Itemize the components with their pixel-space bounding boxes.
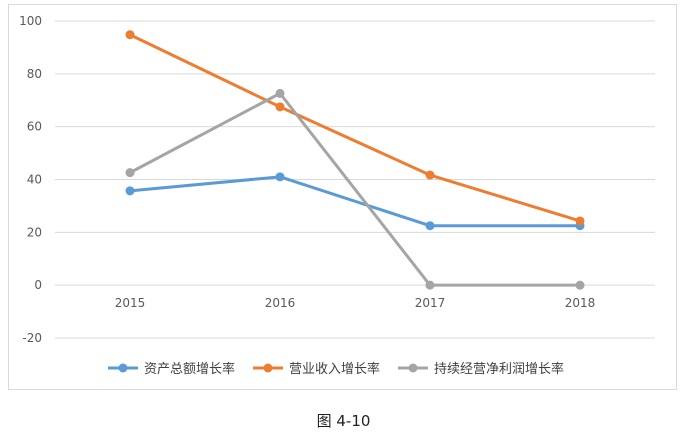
- y-tick-label: 0: [34, 278, 42, 292]
- data-point: [425, 221, 435, 231]
- legend-item-1: 营业收入增长率: [253, 361, 380, 377]
- series-line: [128, 175, 582, 228]
- data-point: [425, 280, 435, 290]
- series-line: [128, 33, 582, 223]
- series-1: [125, 30, 585, 226]
- y-tick-label: -20: [22, 331, 42, 345]
- legend: 资产总额增长率 营业收入增长率 持续经营净利润增长率: [108, 361, 564, 377]
- y-tick-label: 80: [27, 67, 42, 81]
- figure-caption: 图 4-10: [316, 412, 371, 430]
- x-tick-label: 2017: [415, 296, 446, 310]
- series-line: [128, 91, 582, 287]
- data-point: [275, 88, 285, 98]
- data-point: [275, 172, 285, 182]
- legend-swatch-marker: [408, 363, 418, 373]
- legend-label: 持续经营净利润增长率: [434, 361, 564, 377]
- legend-label: 营业收入增长率: [289, 361, 380, 377]
- x-tick-label: 2015: [115, 296, 146, 310]
- legend-swatch-marker: [118, 363, 128, 373]
- y-tick-label: 60: [27, 120, 42, 134]
- series-0: [125, 172, 585, 231]
- gridlines: [55, 20, 655, 339]
- data-point: [575, 216, 585, 226]
- data-point: [575, 280, 585, 290]
- legend-item-2: 持续经营净利润增长率: [398, 361, 564, 377]
- x-tick-label: 2016: [265, 296, 296, 310]
- data-point: [125, 168, 135, 178]
- y-tick-label: 20: [27, 225, 42, 239]
- y-axis-ticks: 100 80 60 40 20 0 -20: [19, 14, 42, 345]
- legend-label: 资产总额增长率: [144, 361, 235, 377]
- data-point: [275, 102, 285, 112]
- data-point: [125, 30, 135, 40]
- x-axis-ticks: 2015 2016 2017 2018: [115, 296, 596, 310]
- data-point: [125, 186, 135, 196]
- y-tick-label: 40: [27, 173, 42, 187]
- legend-swatch-marker: [263, 363, 273, 373]
- series-2: [125, 88, 585, 290]
- series-lines: [125, 30, 585, 290]
- x-tick-label: 2018: [565, 296, 596, 310]
- y-tick-label: 100: [19, 14, 42, 28]
- legend-item-0: 资产总额增长率: [108, 361, 235, 377]
- data-point: [425, 170, 435, 180]
